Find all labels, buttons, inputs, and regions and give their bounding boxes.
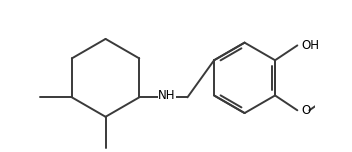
Text: OH: OH: [301, 39, 319, 52]
Text: O: O: [301, 104, 310, 117]
Text: NH: NH: [158, 89, 176, 102]
